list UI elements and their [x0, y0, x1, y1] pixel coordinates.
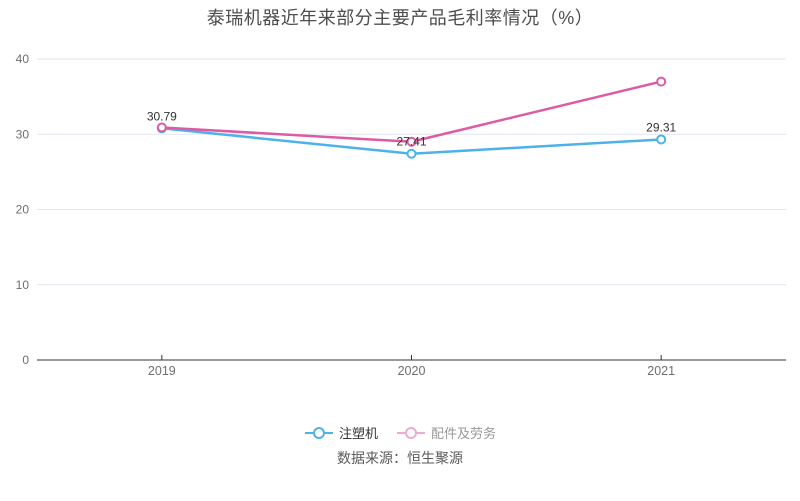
data-point-label: 27.41	[396, 135, 426, 149]
data-point-label: 30.79	[147, 109, 177, 123]
legend-label: 配件及劳务	[431, 426, 497, 441]
chart-title: 泰瑞机器近年来部分主要产品毛利率情况（%）	[206, 8, 594, 28]
data-point-label: 29.31	[646, 120, 676, 134]
x-axis-label: 2021	[647, 364, 675, 378]
y-axis-label: 0	[22, 353, 29, 367]
data-point-series-1[interactable]	[656, 76, 667, 87]
x-axis-label: 2020	[398, 364, 426, 378]
legend-line-circle-icon	[397, 426, 425, 439]
data-source-note: 数据来源：恒生聚源	[337, 450, 463, 466]
x-axis-label: 2019	[148, 364, 176, 378]
data-point-series-0[interactable]	[406, 148, 417, 159]
y-axis-label: 10	[16, 278, 30, 292]
line-chart: 0 10 20 30 40 2019 2020 2021 30.79 27.41 29.31	[16, 52, 786, 378]
y-axis-label: 30	[16, 127, 30, 141]
legend-line-circle-icon	[304, 426, 333, 439]
legend-label: 注塑机	[338, 426, 378, 441]
data-point-series-1[interactable]	[156, 122, 167, 133]
y-axis-label: 20	[16, 203, 30, 217]
series-line-1[interactable]	[160, 80, 663, 144]
data-point-series-0[interactable]	[656, 134, 667, 145]
legend-item-injection-molding-machine[interactable]: 注塑机	[304, 423, 378, 442]
legend-item-parts-and-services[interactable]: 配件及劳务	[396, 423, 496, 442]
legend: 注塑机 配件及劳务	[0, 423, 800, 442]
data-point-series-1[interactable]	[406, 136, 417, 147]
y-axis-label: 40	[16, 52, 30, 66]
